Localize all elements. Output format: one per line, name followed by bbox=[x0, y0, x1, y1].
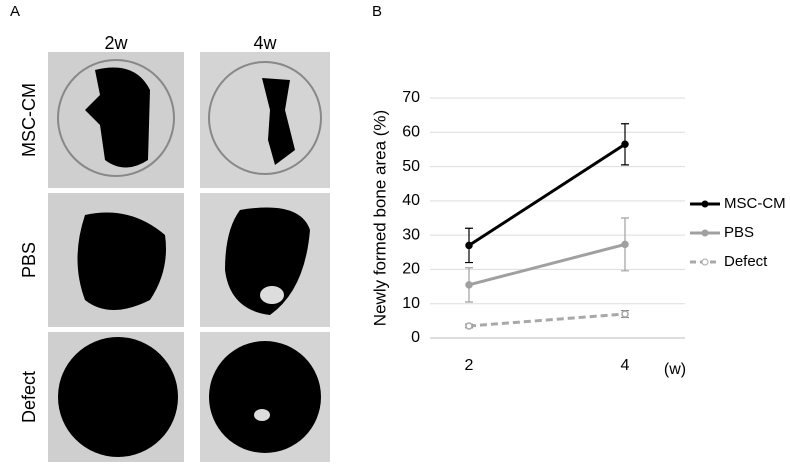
series-line bbox=[468, 312, 626, 328]
column-label: 4w bbox=[253, 33, 277, 53]
series-line bbox=[468, 242, 626, 287]
y-tick-label: 70 bbox=[402, 89, 420, 106]
y-tick-label: 40 bbox=[402, 192, 420, 209]
x-axis-label: (w) bbox=[664, 361, 686, 378]
series-line bbox=[468, 143, 626, 247]
y-tick-label: 0 bbox=[411, 329, 420, 346]
row-label: PBS bbox=[19, 242, 39, 278]
data-point bbox=[465, 241, 473, 250]
row-label: MSC-CM bbox=[19, 83, 39, 157]
legend-marker bbox=[701, 200, 709, 208]
legend-label: MSC-CM bbox=[724, 195, 786, 212]
legend-marker bbox=[701, 229, 709, 237]
data-point bbox=[621, 140, 629, 149]
column-label: 2w bbox=[104, 33, 128, 53]
panel-label: B bbox=[372, 3, 382, 20]
panel-label: A bbox=[10, 3, 20, 20]
x-tick-label: 2 bbox=[465, 357, 474, 374]
data-point bbox=[465, 281, 473, 289]
data-point bbox=[621, 310, 629, 318]
row-label: Defect bbox=[19, 371, 39, 423]
y-tick-label: 60 bbox=[402, 124, 420, 141]
data-point bbox=[465, 322, 473, 330]
y-tick-label: 20 bbox=[402, 261, 420, 278]
data-point bbox=[621, 240, 629, 249]
y-tick-label: 50 bbox=[402, 158, 420, 175]
legend-label: Defect bbox=[724, 253, 768, 270]
x-tick-label: 4 bbox=[621, 357, 630, 374]
image bbox=[200, 52, 330, 188]
y-tick-label: 10 bbox=[402, 295, 420, 312]
y-axis-label: Newly formed bone area (%) bbox=[370, 110, 389, 326]
legend-marker bbox=[701, 258, 709, 266]
y-tick-label: 30 bbox=[402, 226, 420, 243]
legend-label: PBS bbox=[724, 224, 754, 241]
micro-ct-images bbox=[48, 52, 330, 462]
